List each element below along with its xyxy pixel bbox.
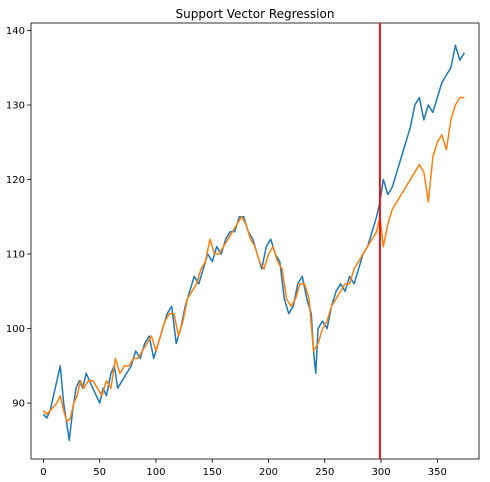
y-tick-label-5: 140 bbox=[6, 26, 25, 37]
x-tick-label-7: 350 bbox=[428, 467, 447, 478]
x-tick-label-3: 150 bbox=[203, 467, 222, 478]
plot-frame bbox=[30, 22, 480, 460]
series-line-1 bbox=[42, 96, 465, 423]
y-tick-label-2: 110 bbox=[6, 250, 25, 261]
x-tick-label-4: 200 bbox=[259, 467, 278, 478]
x-tick-label-2: 100 bbox=[146, 467, 165, 478]
chart-title: Support Vector Regression bbox=[176, 7, 335, 21]
series-layer bbox=[42, 44, 466, 442]
x-tick-label-1: 50 bbox=[93, 467, 106, 478]
x-tick-label-5: 250 bbox=[315, 467, 334, 478]
y-tick-label-4: 130 bbox=[6, 100, 25, 111]
y-axis: 90 100 110 120 130 140 bbox=[6, 26, 31, 410]
x-axis: 0 50 100 150 200 250 300 350 bbox=[40, 459, 447, 478]
y-tick-label-3: 120 bbox=[6, 175, 25, 186]
y-tick-label-0: 90 bbox=[12, 399, 25, 410]
y-tick-label-1: 100 bbox=[6, 324, 25, 335]
x-tick-label-6: 300 bbox=[372, 467, 391, 478]
x-tick-label-0: 0 bbox=[40, 467, 46, 478]
